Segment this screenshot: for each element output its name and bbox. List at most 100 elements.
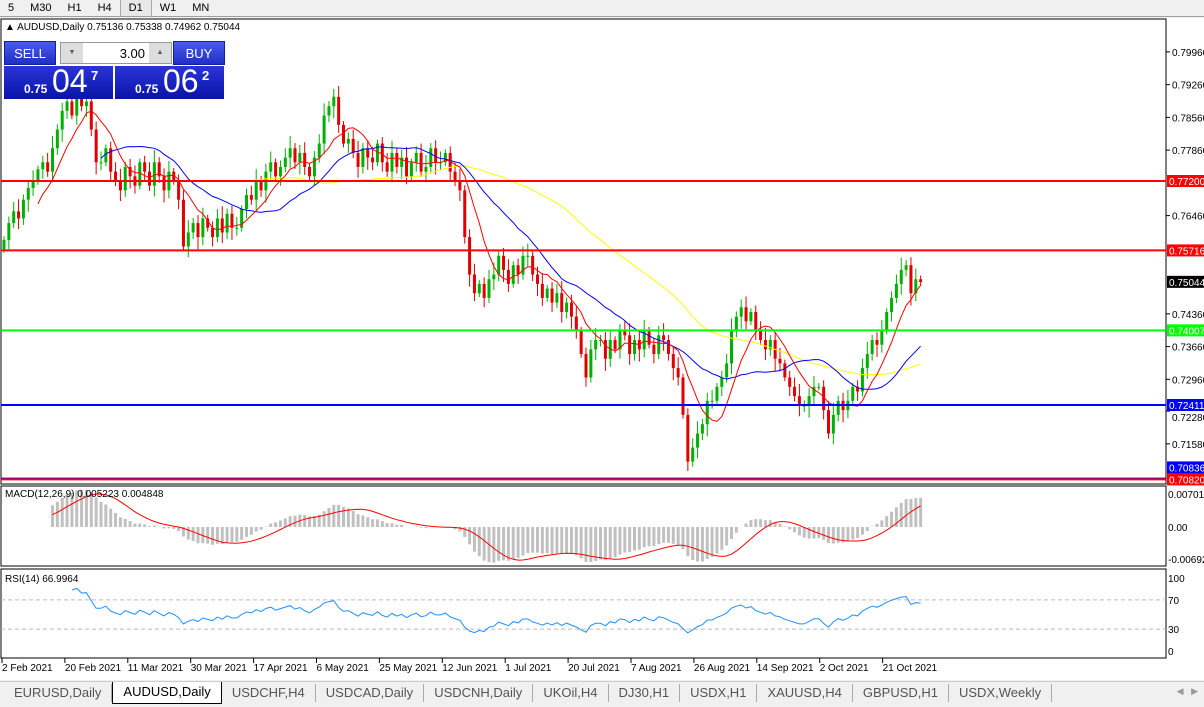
tab-usdcnh-daily[interactable]: USDCNH,Daily xyxy=(424,684,534,702)
timeframe-m30[interactable]: M30 xyxy=(30,2,52,14)
bull-candle xyxy=(565,302,569,312)
macd-histogram-bar xyxy=(138,523,142,527)
tab-dj30-h1[interactable]: DJ30,H1 xyxy=(609,684,681,702)
macd-histogram-bar xyxy=(235,527,239,542)
bear-candle xyxy=(157,162,161,177)
bear-candle xyxy=(652,344,656,355)
macd-histogram-bar xyxy=(603,527,607,560)
macd-histogram-bar xyxy=(337,505,341,527)
macd-histogram-bar xyxy=(502,527,506,561)
tab-gbpusd-h1[interactable]: GBPUSD,H1 xyxy=(853,684,949,702)
bull-candle xyxy=(240,209,244,228)
bull-candle xyxy=(75,92,79,116)
lot-input[interactable] xyxy=(83,43,149,63)
bear-candle xyxy=(686,414,690,462)
macd-histogram-bar xyxy=(865,527,869,531)
bear-candle xyxy=(662,335,666,341)
bear-candle xyxy=(356,152,360,167)
bull-candle xyxy=(7,223,11,240)
macd-histogram-bar xyxy=(526,527,530,554)
timeframe-d1[interactable]: D1 xyxy=(119,0,152,16)
buy-price-pip: 2 xyxy=(202,68,210,83)
macd-histogram-bar xyxy=(788,527,792,530)
bull-candle xyxy=(361,148,365,167)
macd-histogram-bar xyxy=(890,511,894,527)
bull-candle xyxy=(123,166,127,191)
buy-price[interactable]: 0.75 06 2 xyxy=(115,63,224,99)
macd-histogram-bar xyxy=(419,527,423,528)
bear-candle xyxy=(434,148,438,163)
timeframe-h4[interactable]: H4 xyxy=(97,2,112,14)
bull-candle xyxy=(12,211,16,224)
lot-decrease-icon[interactable]: ▼ xyxy=(61,43,83,63)
tab-scroll-arrows-icon[interactable]: ◀ ▶ xyxy=(1176,686,1198,696)
buy-button[interactable]: BUY xyxy=(173,41,225,65)
tab-ukoil-h4[interactable]: UKOil,H4 xyxy=(533,684,609,702)
bear-candle xyxy=(574,316,578,331)
macd-histogram-bar xyxy=(705,527,709,560)
x-tick-label: 2 Oct 2021 xyxy=(820,663,869,674)
x-tick-label: 25 May 2021 xyxy=(379,663,437,674)
macd-histogram-bar xyxy=(283,518,287,527)
sell-price[interactable]: 0.75 04 7 xyxy=(4,63,113,99)
macd-histogram-bar xyxy=(763,520,767,527)
lot-increase-icon[interactable]: ▲ xyxy=(149,43,171,63)
bull-candle xyxy=(885,311,889,331)
symbol-title: AUDUSD,Daily xyxy=(17,22,85,33)
buy-price-big: 06 xyxy=(163,63,199,99)
timeframe-w1[interactable]: W1 xyxy=(159,2,177,14)
bull-candle xyxy=(865,354,869,369)
tab-usdx-weekly[interactable]: USDX,Weekly xyxy=(949,684,1053,702)
bull-candle xyxy=(807,396,811,406)
rsi-axis-label: 30 xyxy=(1168,625,1180,636)
bull-candle xyxy=(375,143,379,163)
timeframe-mn[interactable]: MN xyxy=(192,2,210,14)
bull-candle xyxy=(2,239,6,250)
bear-candle xyxy=(647,330,651,345)
macd-histogram-bar xyxy=(700,527,704,562)
timeframe-5[interactable]: 5 xyxy=(8,2,15,14)
bull-candle xyxy=(511,265,515,284)
bear-candle xyxy=(463,190,467,238)
bear-candle xyxy=(448,152,452,172)
bear-candle xyxy=(143,162,147,172)
macd-histogram-bar xyxy=(797,527,801,536)
timeframe-h1[interactable]: H1 xyxy=(67,2,82,14)
x-tick-label: 11 Mar 2021 xyxy=(128,663,184,674)
sell-button[interactable]: SELL xyxy=(4,41,56,65)
tab-usdchf-h4[interactable]: USDCHF,H4 xyxy=(222,684,316,702)
bull-candle xyxy=(633,340,636,355)
chart-window[interactable] xyxy=(0,18,1204,680)
bull-candle xyxy=(84,101,88,107)
bear-candle xyxy=(109,148,113,172)
bear-candle xyxy=(671,354,675,369)
tab-usdx-h1[interactable]: USDX,H1 xyxy=(680,684,758,702)
bull-candle xyxy=(730,330,733,364)
bull-candle xyxy=(390,152,394,172)
bull-candle xyxy=(802,405,806,407)
bull-candle xyxy=(477,283,481,294)
bull-candle xyxy=(332,96,336,107)
bear-candle xyxy=(623,330,627,336)
macd-histogram-bar xyxy=(60,497,64,527)
bull-candle xyxy=(152,162,156,186)
bear-candle xyxy=(89,101,93,130)
tab-audusd-daily[interactable]: AUDUSD,Daily xyxy=(112,682,222,704)
bull-candle xyxy=(138,162,142,186)
price-level-tag xyxy=(1167,461,1204,474)
tab-usdcad-daily[interactable]: USDCAD,Daily xyxy=(316,684,425,702)
collapse-triangle-icon[interactable]: ▲ xyxy=(5,22,15,33)
macd-histogram-bar xyxy=(628,527,632,553)
macd-histogram-bar xyxy=(400,525,404,527)
tab-xauusd-h4[interactable]: XAUUSD,H4 xyxy=(757,684,853,702)
macd-histogram-bar xyxy=(317,514,321,527)
macd-histogram-bar xyxy=(75,490,79,527)
tab-eurusd-daily[interactable]: EURUSD,Daily xyxy=(4,684,113,702)
price-level-label: 0.70820 xyxy=(1169,475,1204,486)
macd-histogram-bar xyxy=(123,518,127,527)
rsi-axis-label: 0 xyxy=(1168,647,1174,658)
x-tick-label: 14 Sep 2021 xyxy=(757,663,814,674)
